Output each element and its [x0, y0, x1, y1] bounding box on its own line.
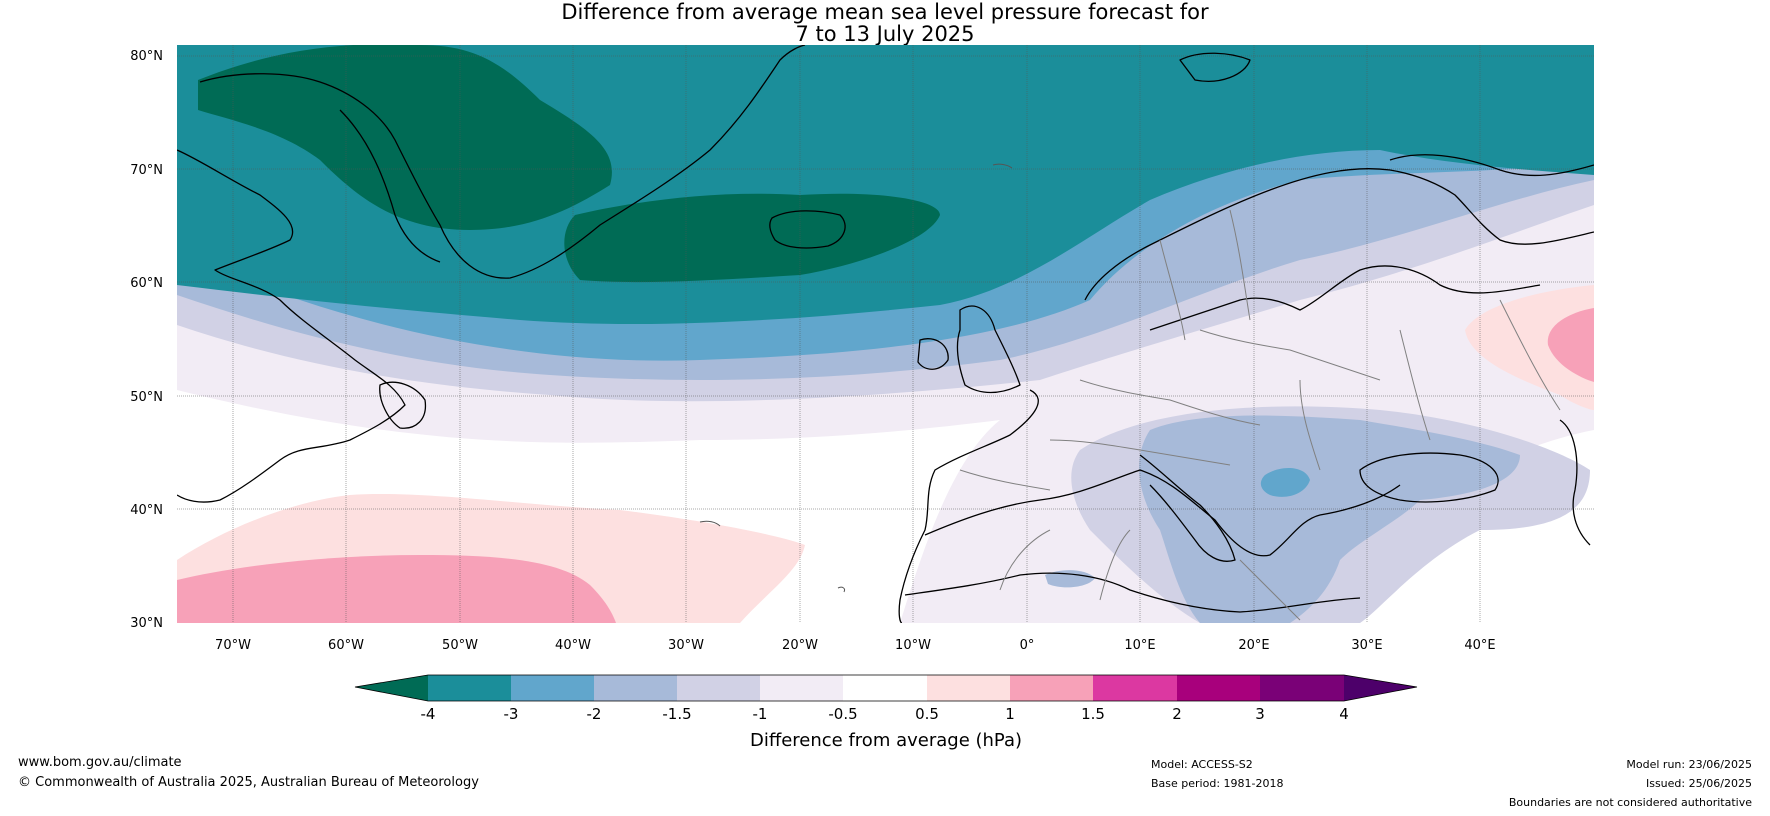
colorbar-cell-9	[1093, 675, 1177, 701]
colorbar-cell-8	[1010, 675, 1093, 701]
colorbar-cell-6	[843, 675, 927, 701]
map-subtitle: 7 to 13 July 2025	[795, 22, 975, 46]
lon-label-40w: 40°W	[555, 638, 591, 653]
contour-band-pos-1-east	[1547, 308, 1594, 382]
europe-atlantic-coast	[898, 389, 1039, 623]
colorbar-cell-11	[1260, 675, 1344, 701]
contour-band-pos-1-atlantic	[177, 555, 616, 623]
greenland-coast	[199, 45, 806, 279]
british-isles-coast	[917, 305, 1021, 394]
boundary-disclaimer: Boundaries are not considered authoritat…	[1508, 796, 1752, 809]
lon-label-70w: 70°W	[215, 638, 251, 653]
svalbard-coast	[1179, 52, 1251, 82]
model-name: Model: ACCESS-S2	[1151, 758, 1253, 771]
north-africa-coast	[904, 572, 1361, 613]
contour-band-neg-4	[198, 45, 612, 230]
base-period: Base period: 1981-2018	[1151, 777, 1284, 790]
map-title: Difference from average mean sea level p…	[561, 0, 1209, 24]
colorbar-tick-label: -2	[587, 705, 602, 723]
contour-band-neg-4b	[564, 193, 940, 283]
baltic-coast	[1149, 265, 1541, 331]
colorbar-outline	[354, 674, 1418, 702]
colorbar-tick-label: 3	[1255, 705, 1265, 723]
contour-band-med-2b	[1045, 570, 1095, 588]
colorbar-right-arrow	[1344, 675, 1417, 701]
caspian-coast	[1559, 419, 1591, 546]
colorbar-tick-label: -1	[753, 705, 768, 723]
contour-band-med-2a	[1260, 468, 1310, 497]
colorbar-left-arrow	[355, 675, 428, 701]
russia-arctic-coast	[1389, 154, 1594, 177]
lon-label-30w: 30°W	[668, 638, 704, 653]
colorbar-title: Difference from average (hPa)	[750, 730, 1022, 751]
mediterranean-north-coast	[924, 469, 1401, 557]
colorbar-tick-label: 4	[1339, 705, 1349, 723]
colorbar-cell-5	[760, 675, 843, 701]
italy-coast	[1139, 454, 1236, 562]
colorbar-cell-2	[511, 675, 594, 701]
lat-label-70: 70°N	[130, 163, 163, 178]
lon-label-0: 0°	[1020, 638, 1035, 653]
lon-label-50w: 50°W	[442, 638, 478, 653]
latitude-labels: 80°N 70°N 60°N 50°N 40°N 30°N	[130, 49, 163, 631]
greenland-coast-inner	[339, 109, 441, 263]
iceland-coast	[769, 210, 846, 249]
coastlines	[177, 45, 1594, 623]
newfoundland-coast	[379, 381, 427, 429]
map-plot-area	[177, 45, 1594, 623]
model-run-date: Model run: 23/06/2025	[1626, 758, 1752, 771]
colorbar: -4 -3 -2 -1.5 -1 -0.5 0.5 1 1.5 2 3 4 Di…	[354, 674, 1418, 751]
lon-label-20w: 20°W	[782, 638, 818, 653]
lon-label-10w: 10°W	[895, 638, 931, 653]
lon-label-40e: 40°E	[1464, 638, 1495, 653]
lat-label-30: 30°N	[130, 616, 163, 631]
colorbar-cell-7	[927, 675, 1010, 701]
colorbar-tick-label: -3	[504, 705, 519, 723]
colorbar-tick-label: -4	[421, 705, 436, 723]
lat-label-40: 40°N	[130, 503, 163, 518]
colorbar-tick-label: -1.5	[662, 705, 691, 723]
colorbar-cell-4	[677, 675, 760, 701]
colorbar-tick-label: 1.5	[1081, 705, 1105, 723]
issued-date: Issued: 25/06/2025	[1645, 777, 1752, 790]
lat-label-80: 80°N	[130, 49, 163, 64]
lon-label-10e: 10°E	[1124, 638, 1155, 653]
norway-sweden-coast	[1084, 168, 1594, 301]
copyright-text: © Commonwealth of Australia 2025, Austra…	[18, 775, 479, 790]
colorbar-tick-label: 2	[1172, 705, 1182, 723]
islands	[699, 163, 1013, 593]
contour-band-med-1.5	[1139, 415, 1520, 623]
canada-arctic-coast	[177, 149, 406, 503]
lon-label-60w: 60°W	[328, 638, 364, 653]
national-borders	[959, 209, 1561, 621]
colorbar-tick-label: 1	[1005, 705, 1015, 723]
longitude-labels: 70°W 60°W 50°W 40°W 30°W 20°W 10°W 0° 10…	[215, 638, 1496, 653]
colorbar-cell-1	[428, 675, 511, 701]
lon-label-30e: 30°E	[1351, 638, 1382, 653]
colorbar-tick-label: 0.5	[915, 705, 939, 723]
colorbar-cell-10	[1177, 675, 1260, 701]
website-link[interactable]: www.bom.gov.au/climate	[18, 755, 182, 770]
colorbar-tick-label: -0.5	[828, 705, 857, 723]
colorbar-cell-3	[594, 675, 677, 701]
black-sea-coast	[1359, 452, 1499, 503]
lon-label-20e: 20°E	[1238, 638, 1269, 653]
contour-band-pos-0.5-east	[1465, 285, 1594, 410]
lat-label-60: 60°N	[130, 276, 163, 291]
lat-label-50: 50°N	[130, 390, 163, 405]
